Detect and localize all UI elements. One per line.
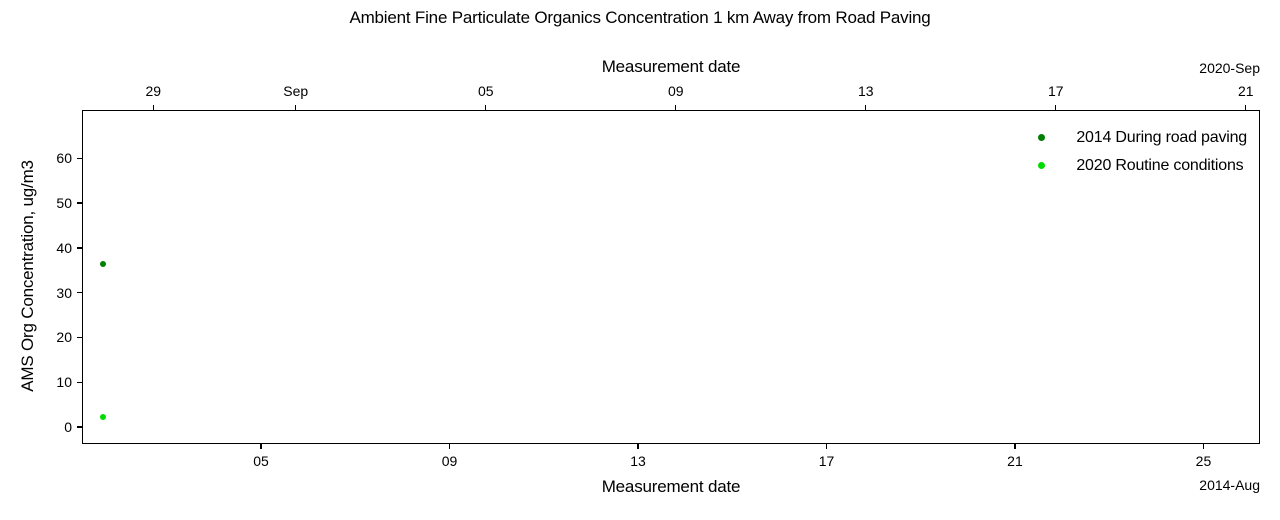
bottom-axis-label: Measurement date xyxy=(601,477,741,496)
data-point-2020 xyxy=(100,414,107,421)
top-axis-tick xyxy=(295,105,297,110)
y-axis-tick-label: 50 xyxy=(56,195,72,212)
legend-marker-icon xyxy=(1038,162,1046,169)
bottom-axis-tick xyxy=(448,444,451,449)
top-axis-tick-label: 09 xyxy=(667,83,684,99)
top-axis-tick-label: Sep xyxy=(283,83,309,99)
legend-label-2014: 2014 During road paving xyxy=(1076,128,1247,146)
top-axis-tick xyxy=(1245,105,1247,110)
bottom-axis-tick xyxy=(1014,444,1016,449)
legend-label-2020: 2020 Routine conditions xyxy=(1076,156,1244,174)
bottom-axis-tick-label: 21 xyxy=(1007,453,1023,469)
plot-area: 2014 During road paving 2020 Routine con… xyxy=(82,110,1260,444)
bottom-axis-tick-label: 17 xyxy=(818,453,835,469)
y-axis-tick-label: 60 xyxy=(56,150,72,167)
bottom-axis-tick xyxy=(637,444,639,449)
top-axis-label: Measurement date xyxy=(601,57,741,76)
chart-title: Ambient Fine Particulate Organics Concen… xyxy=(349,8,931,27)
y-axis-tick xyxy=(77,381,82,383)
legend-item-2020: 2020 Routine conditions xyxy=(1032,155,1247,176)
bottom-axis-tick-label: 13 xyxy=(630,453,646,469)
y-axis-tick xyxy=(77,157,82,160)
top-axis-tick xyxy=(865,105,867,110)
bottom-axis-tick-label: 09 xyxy=(441,453,458,469)
y-axis-tick xyxy=(77,336,82,339)
bottom-axis-tick-label: 05 xyxy=(253,453,269,469)
y-axis-tick xyxy=(77,291,82,294)
top-axis-tick xyxy=(152,105,154,110)
y-axis-tick xyxy=(77,202,82,204)
top-axis-corner-label: 2020-Sep xyxy=(1199,60,1260,76)
bottom-axis-tick-label: 25 xyxy=(1195,453,1212,469)
bottom-axis-tick xyxy=(260,444,262,449)
bottom-axis-corner-label: 2014-Aug xyxy=(1199,477,1260,493)
y-axis-tick-label: 30 xyxy=(56,284,72,301)
legend-item-2014: 2014 During road paving xyxy=(1032,127,1247,148)
top-axis-tick xyxy=(485,105,487,110)
y-axis-tick xyxy=(77,247,82,249)
bottom-axis-tick xyxy=(825,444,828,449)
top-axis-tick xyxy=(1055,105,1057,110)
y-axis-tick xyxy=(77,426,82,428)
y-axis-tick-label: 10 xyxy=(56,374,72,391)
data-point-2014 xyxy=(100,260,107,267)
top-axis-tick-label: 13 xyxy=(857,83,874,99)
bottom-axis-tick xyxy=(1202,444,1205,449)
top-axis-tick-label: 29 xyxy=(145,83,162,99)
y-axis-tick-label: 0 xyxy=(64,418,72,435)
legend-marker-icon xyxy=(1038,134,1046,141)
top-axis-tick xyxy=(675,105,677,110)
top-axis-tick-label: 17 xyxy=(1047,83,1064,99)
legend: 2014 During road paving 2020 Routine con… xyxy=(1032,127,1247,176)
top-axis-tick-label: 21 xyxy=(1237,83,1254,99)
y-axis-tick-label: 20 xyxy=(56,329,72,346)
top-axis-tick-label: 05 xyxy=(477,83,494,99)
y-axis-tick-label: 40 xyxy=(56,239,72,256)
